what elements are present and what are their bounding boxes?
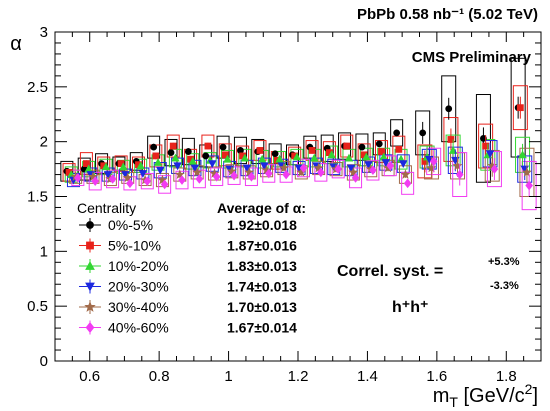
y-tick-label: 1.5 xyxy=(27,189,48,206)
data-point xyxy=(401,170,409,178)
data-point xyxy=(170,143,176,149)
data-point xyxy=(420,130,426,136)
legend-label: 20%-30% xyxy=(108,279,169,295)
legend-marker xyxy=(87,242,94,249)
data-point xyxy=(345,155,352,162)
x-label-close: ] xyxy=(532,385,538,407)
y-tick-label: 0 xyxy=(40,353,48,370)
data-point xyxy=(376,141,382,147)
data-point xyxy=(151,144,157,150)
y-tick-label: 2 xyxy=(40,134,48,151)
data-point xyxy=(404,179,411,187)
average-value: 1.74±0.013 xyxy=(227,279,297,295)
x-axis-label: mT [GeV/c2] xyxy=(433,381,538,410)
average-value: 1.70±0.013 xyxy=(227,299,297,315)
data-point xyxy=(394,130,400,136)
average-value: 1.92±0.018 xyxy=(227,217,297,233)
average-values: 1.92±0.018 1.87±0.016 1.83±0.013 1.74±0.013… xyxy=(227,217,297,336)
legend-label: 0%-5% xyxy=(108,217,153,233)
x-label-main: m xyxy=(433,385,450,407)
data-point xyxy=(168,150,174,156)
x-tick-label: 1 xyxy=(224,368,232,385)
data-point xyxy=(259,156,266,163)
legend-label: 30%-40% xyxy=(108,299,169,315)
data-point xyxy=(209,161,216,168)
data-point xyxy=(517,105,523,111)
data-point xyxy=(272,151,278,157)
data-point xyxy=(283,170,290,178)
x-tick-label: 0.6 xyxy=(79,368,100,385)
data-point xyxy=(359,144,365,150)
y-axis-ticks: 0 0.5 1 1.5 2 2.5 3 xyxy=(27,24,541,370)
legend-label: 5%-10% xyxy=(108,238,161,254)
chart-subtitle: CMS Preliminary xyxy=(412,49,532,66)
legend-marker xyxy=(87,222,94,229)
correl-syst-label: Correl. syst. = xyxy=(337,263,443,280)
average-value: 1.83±0.013 xyxy=(227,258,297,274)
x-tick-label: 1.6 xyxy=(426,368,447,385)
particle-pair-label: h⁺h⁺ xyxy=(392,299,428,316)
average-value: 1.87±0.016 xyxy=(227,238,297,254)
data-point xyxy=(344,143,350,149)
x-tick-label: 1.2 xyxy=(288,368,309,385)
chart-title: PbPb 0.58 nb⁻¹ (5.02 TeV) xyxy=(357,6,538,23)
average-title: Average of α: xyxy=(217,200,306,216)
y-tick-label: 1 xyxy=(40,243,48,260)
systematic-boxes xyxy=(61,58,536,209)
correl-syst-minus: -3.3% xyxy=(490,280,519,292)
legend-label: 10%-20% xyxy=(108,258,169,274)
x-tick-label: 1.4 xyxy=(357,368,378,385)
x-tick-label: 0.8 xyxy=(149,368,170,385)
correl-syst-plus: +5.3% xyxy=(488,256,520,268)
data-point xyxy=(396,146,402,152)
data-point xyxy=(446,106,452,112)
x-label-unit: [GeV/c xyxy=(458,385,525,407)
legend: 0%-5% 5%-10% 10%-20% 20%-30% 30%-40% 40%-60% xyxy=(79,217,169,336)
average-value: 1.67±0.014 xyxy=(227,320,297,336)
legend-title: Centrality xyxy=(77,200,136,216)
data-point xyxy=(257,147,263,153)
data-point xyxy=(220,144,226,150)
data-point xyxy=(153,153,159,159)
y-tick-label: 3 xyxy=(40,24,48,41)
y-axis-label: α xyxy=(10,33,22,55)
y-tick-label: 2.5 xyxy=(27,79,48,96)
y-tick-label: 0.5 xyxy=(27,298,48,315)
data-point xyxy=(185,149,191,155)
data-point xyxy=(205,143,211,149)
x-tick-label: 1.8 xyxy=(496,368,517,385)
x-label-sup: 2 xyxy=(525,381,533,397)
legend-label: 40%-60% xyxy=(108,320,169,336)
legend-marker xyxy=(86,323,94,333)
data-point xyxy=(203,153,209,159)
data-point xyxy=(309,147,315,153)
